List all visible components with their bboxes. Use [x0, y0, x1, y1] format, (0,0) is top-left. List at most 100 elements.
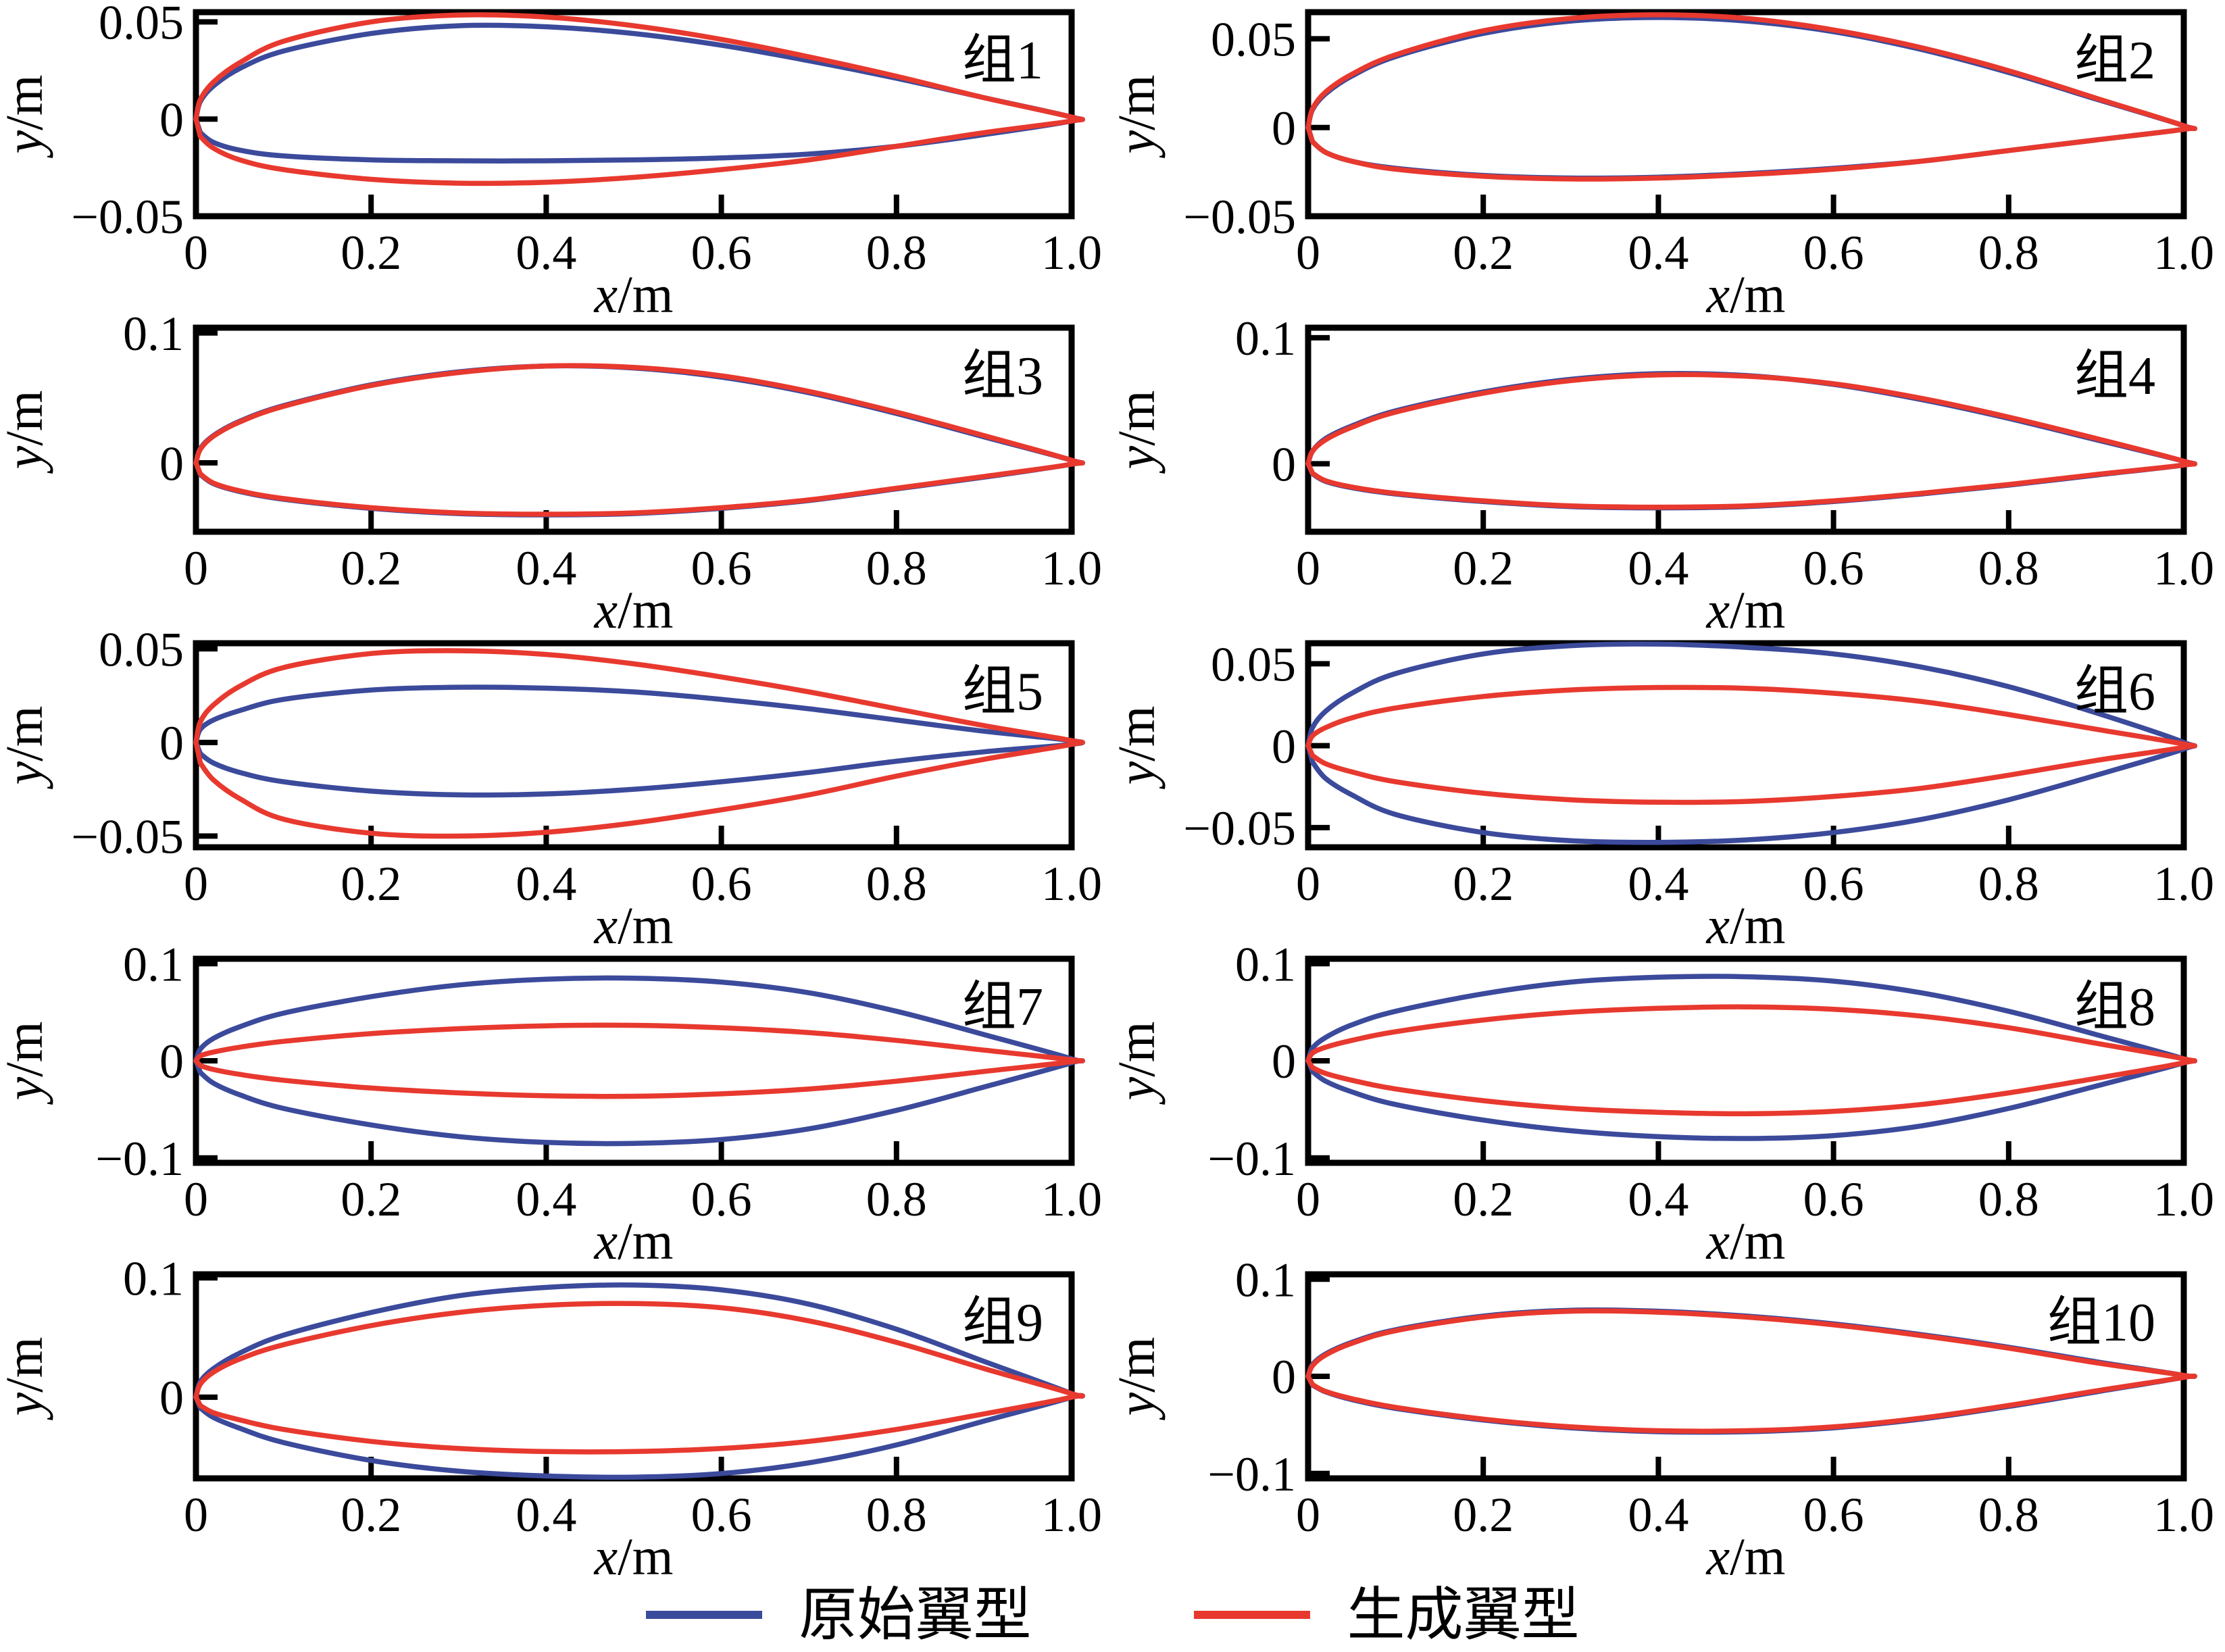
x-tick-label: 0.8	[866, 226, 927, 280]
x-tick-label: 0.6	[691, 1488, 752, 1542]
x-tick-label: 0	[184, 1172, 208, 1226]
x-axis-label: x/m	[1706, 896, 1786, 947]
x-axis-label-variable: x	[1706, 265, 1730, 316]
panel-group-label: 组10	[2047, 1293, 2155, 1353]
x-axis-label-variable: x	[594, 580, 618, 631]
airfoil-outline-generated	[1305, 1308, 2197, 1434]
x-axis-label-unit: /m	[618, 1211, 673, 1262]
airfoil-outline-original	[193, 1282, 1085, 1480]
x-tick-label: 0.6	[691, 541, 752, 595]
y-axis-label: y/m	[1112, 706, 1166, 790]
x-tick-label: 0.4	[1628, 1488, 1689, 1542]
x-axis-label: x/m	[594, 1527, 674, 1578]
y-tick-label: 0.1	[1235, 316, 1296, 366]
x-axis-label: x/m	[594, 896, 674, 947]
x-axis-label: x/m	[1706, 1527, 1786, 1578]
airfoil-outline-generated	[1305, 372, 2197, 510]
x-tick-label: 0.8	[866, 857, 927, 911]
y-tick-label: 0	[159, 1371, 184, 1425]
legend-label-generated: 生成翼型	[1347, 1582, 1580, 1647]
y-axis-label: y/m	[0, 1022, 53, 1105]
y-axis-label: y/m	[1112, 75, 1166, 159]
y-tick-label: 0	[159, 436, 184, 491]
x-tick-label: 0	[1296, 1172, 1320, 1226]
y-tick-label: −0.1	[1207, 1132, 1296, 1186]
panel-group-9: y/m 0.1 0 0 0.2 0.4 0.6 0.8 1.0 x/m 组9	[0, 1262, 1102, 1578]
x-tick-label: 0.8	[866, 1488, 927, 1542]
x-axis-label-unit: /m	[1730, 1211, 1785, 1262]
x-tick-label: 0.2	[341, 226, 401, 280]
y-tick-label: −0.05	[71, 190, 184, 244]
x-axis-label-unit: /m	[1730, 580, 1785, 631]
x-tick-label: 1.0	[2153, 541, 2214, 595]
y-axis-label-variable: y	[1112, 445, 1166, 474]
x-axis-label-variable: x	[1706, 896, 1730, 947]
panel-group-label: 组1	[962, 31, 1043, 91]
y-axis-label: y/m	[1112, 391, 1166, 474]
y-tick-label: 0.1	[123, 947, 184, 991]
x-tick-label: 0.4	[1628, 857, 1689, 911]
airfoil-outline-original	[193, 975, 1085, 1147]
legend-item-generated: 生成翼型	[1193, 1582, 1580, 1647]
y-axis-label: y/m	[1112, 1337, 1166, 1421]
x-tick-label: 1.0	[2153, 1488, 2214, 1542]
airfoil-outline-generated	[1305, 1004, 2197, 1117]
x-tick-label: 1.0	[2153, 1172, 2214, 1226]
x-axis-label-unit: /m	[618, 896, 673, 947]
y-axis-label-unit: /m	[0, 75, 53, 130]
legend-line-original-swatch	[645, 1611, 762, 1619]
plot-frame	[1305, 640, 2187, 851]
y-axis-label: y/m	[0, 706, 53, 790]
y-tick-label: 0.05	[99, 631, 184, 677]
x-tick-label: 0.2	[1453, 541, 1514, 595]
plot-frame	[1305, 955, 2187, 1166]
x-tick-label: 0.4	[1628, 1172, 1689, 1226]
airfoil-outline-generated	[193, 1022, 1085, 1099]
panel-group-4: y/m 0.1 00 0.2 0.4 0.6 0.8 1.0 x/m 组4	[1112, 316, 2214, 631]
y-axis-label-unit: /m	[1112, 391, 1166, 446]
x-tick-label: 0	[1296, 1488, 1320, 1542]
x-tick-label: 0.6	[1803, 1488, 1864, 1542]
x-tick-label: 0	[1296, 226, 1320, 280]
legend-item-original: 原始翼型	[645, 1582, 1032, 1647]
x-axis-label: x/m	[594, 265, 674, 316]
panel-group-8: y/m0.10−0.10 0.2 0.4 0.6 0.8 1.0x/m组8	[1112, 947, 2214, 1262]
x-tick-label: 1.0	[1041, 541, 1102, 595]
panel-group-label: 组6	[2074, 662, 2155, 722]
x-tick-label: 0.2	[1453, 226, 1514, 280]
y-axis-label-unit: /m	[1112, 75, 1166, 130]
y-tick-label: 0.1	[123, 1262, 184, 1305]
x-axis-label-variable: x	[1706, 1527, 1730, 1578]
x-tick-label: 1.0	[2153, 226, 2214, 280]
x-tick-label: 0	[184, 226, 208, 280]
x-tick-label: 0.8	[1978, 226, 2039, 280]
legend-label-original: 原始翼型	[799, 1582, 1032, 1647]
y-tick-label: 0	[1272, 1034, 1296, 1088]
y-tick-label: −0.05	[71, 810, 184, 864]
panel-group-label: 组8	[2074, 978, 2155, 1037]
y-tick-label: −0.1	[1207, 1447, 1296, 1501]
x-tick-label: 0.2	[341, 541, 401, 595]
y-axis-label: y/m	[0, 391, 53, 474]
x-tick-label: 1.0	[2153, 857, 2214, 911]
x-tick-label: 0.4	[516, 857, 576, 911]
y-tick-label: −0.05	[1183, 190, 1296, 244]
x-tick-label: 0	[184, 541, 208, 595]
plot-frame	[1305, 324, 2187, 535]
x-axis-label-variable: x	[594, 1211, 618, 1262]
x-tick-label: 1.0	[1041, 1488, 1102, 1542]
y-tick-label: 0.1	[1235, 1262, 1296, 1307]
y-axis-label: y/m	[0, 1337, 53, 1421]
x-tick-label: 0	[1296, 857, 1320, 911]
x-tick-label: 0	[184, 1488, 208, 1542]
y-axis-label-variable: y	[1112, 1392, 1166, 1420]
y-axis-label-unit: /m	[0, 391, 53, 446]
x-tick-label: 0.8	[866, 1172, 927, 1226]
airfoil-outline-original	[193, 363, 1085, 518]
x-axis-label: x/m	[594, 1211, 674, 1262]
panel-group-1: y/m0.050−0.050 0.2 0.4 0.6 0.8 1.0x/m组1	[0, 0, 1102, 316]
x-tick-label: 0.2	[1453, 1488, 1514, 1542]
x-tick-label: 0.4	[516, 1172, 576, 1226]
